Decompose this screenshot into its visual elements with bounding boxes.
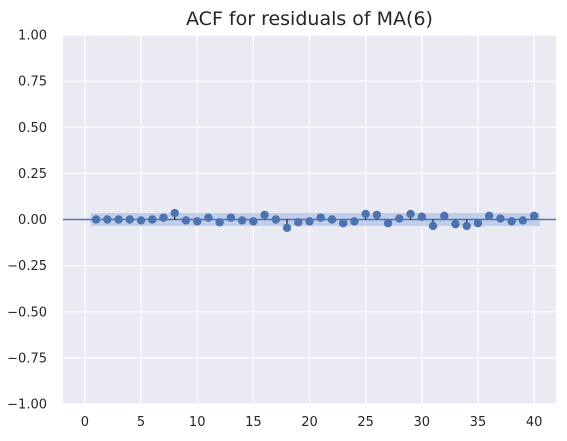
y-tick-label: 0.00 [18, 213, 47, 228]
acf-point [91, 215, 101, 224]
acf-point [316, 213, 325, 222]
x-tick-label: 35 [470, 415, 487, 430]
acf-point [473, 218, 483, 228]
y-tick-label: −0.25 [7, 259, 47, 274]
acf-point [103, 215, 112, 224]
acf-point [518, 216, 528, 225]
acf-point [507, 217, 516, 226]
y-tick-label: −0.50 [7, 305, 47, 320]
x-tick-label: 15 [245, 415, 262, 430]
acf-point [249, 217, 258, 226]
acf-point [406, 209, 415, 219]
x-tick-label: 10 [189, 415, 206, 430]
acf-point [428, 221, 438, 231]
acf-point [114, 215, 123, 224]
acf-point [350, 217, 359, 226]
x-tick-label: 40 [526, 415, 543, 430]
acf-point [125, 215, 135, 224]
data-points [91, 208, 539, 233]
acf-point [440, 211, 449, 221]
y-tick-labels: 1.00 0.75 0.50 0.25 0.00 −0.25 −0.50 −0.75 −1.00 [7, 29, 47, 413]
acf-point [451, 219, 460, 229]
y-tick-label: 0.25 [18, 167, 47, 182]
y-tick-label: 1.00 [18, 29, 47, 44]
acf-point [148, 215, 157, 224]
x-tick-label: 20 [301, 415, 318, 430]
x-tick-label: 0 [81, 415, 89, 430]
y-tick-label: 0.75 [18, 75, 47, 90]
acf-point [383, 218, 393, 228]
x-tick-label: 30 [414, 415, 431, 430]
acf-point [282, 223, 292, 233]
acf-point [170, 208, 179, 218]
y-tick-label: −0.75 [7, 351, 47, 366]
x-tick-labels: 0 5 10 15 20 25 30 35 40 [81, 415, 543, 430]
acf-point [417, 212, 427, 221]
chart-title: ACF for residuals of MA(6) [186, 8, 433, 30]
acf-point [484, 211, 494, 221]
x-tick-label: 5 [137, 415, 145, 430]
acf-point [372, 210, 382, 220]
acf-point [181, 216, 191, 225]
acf-point [395, 214, 404, 223]
acf-point [294, 218, 303, 227]
acf-point [215, 218, 224, 227]
acf-point [204, 213, 213, 222]
y-tick-label: 0.50 [18, 121, 47, 136]
acf-point [305, 217, 314, 226]
acf-point [136, 216, 146, 225]
acf-point [260, 210, 269, 220]
acf-point [271, 215, 281, 224]
acf-point [529, 211, 539, 221]
acf-point [327, 215, 337, 224]
acf-point [192, 217, 202, 226]
acf-point [361, 209, 370, 219]
acf-point [237, 216, 247, 225]
acf-point [226, 213, 236, 222]
acf-point [462, 221, 471, 231]
acf-point [338, 218, 348, 228]
y-tick-label: −1.00 [7, 398, 47, 413]
acf-point [496, 214, 505, 223]
acf-point [159, 213, 168, 222]
x-tick-label: 25 [357, 415, 374, 430]
